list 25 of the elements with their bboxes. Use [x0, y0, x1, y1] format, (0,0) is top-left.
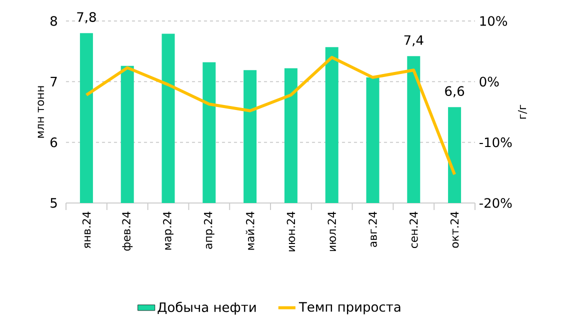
y2-tick-label: 0%: [480, 76, 499, 87]
x-tick-label: окт.24: [450, 212, 459, 248]
y-axis-title: млн тонн: [38, 86, 44, 138]
y-tick-label: 6: [50, 137, 58, 148]
y2-axis-title: г/г: [518, 104, 528, 119]
y-tick-label: 8: [50, 16, 57, 26]
legend-label: Темп прироста: [298, 302, 400, 314]
x-tick-label: авг.24: [368, 212, 377, 247]
data-label: 7,4: [404, 35, 424, 46]
y2-tick-label: -10%: [479, 137, 512, 148]
y-tick-label: 7: [50, 76, 57, 86]
legend-label: Добыча нефти: [158, 302, 256, 315]
data-label: 7,8: [77, 12, 96, 24]
x-tick-label: апр.24: [204, 212, 214, 249]
y-tick-label: 5: [50, 198, 57, 208]
data-label: 6,6: [445, 86, 464, 98]
x-tick-label: сен.24: [410, 212, 418, 248]
y2-tick-label: 10%: [480, 16, 508, 26]
x-tick-label: мар.24: [163, 212, 174, 250]
x-tick-label: июл.24: [328, 212, 336, 252]
y2-tick-label: -20%: [479, 198, 512, 208]
x-tick-label: фев.24: [122, 212, 133, 251]
x-tick-label: янв.24: [82, 212, 91, 248]
x-tick-label: июн.24: [286, 212, 296, 252]
x-tick-label: май.24: [246, 212, 254, 250]
